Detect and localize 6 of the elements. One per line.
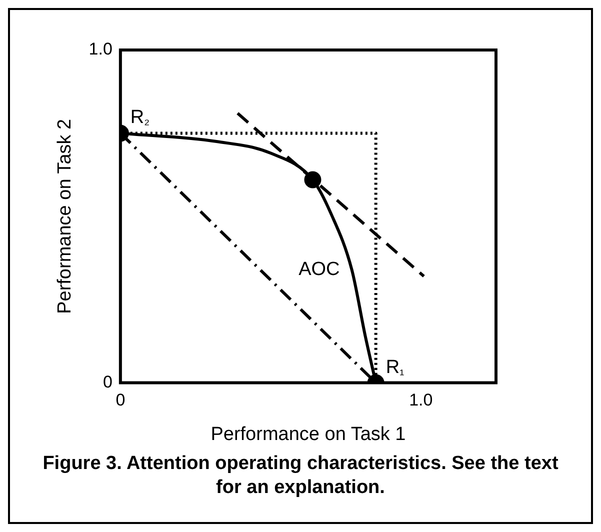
caption: Figure 3. Attention operating characteristics. See the text for an explanation. <box>42 452 560 500</box>
series-label: AOC <box>298 258 340 280</box>
x-axis-title: Performance on Task 1 <box>210 424 406 445</box>
annotation: R₂ <box>130 107 150 128</box>
y-axis-title: Performance on Task 2 <box>54 118 76 314</box>
annotation: R₁ <box>386 356 405 378</box>
